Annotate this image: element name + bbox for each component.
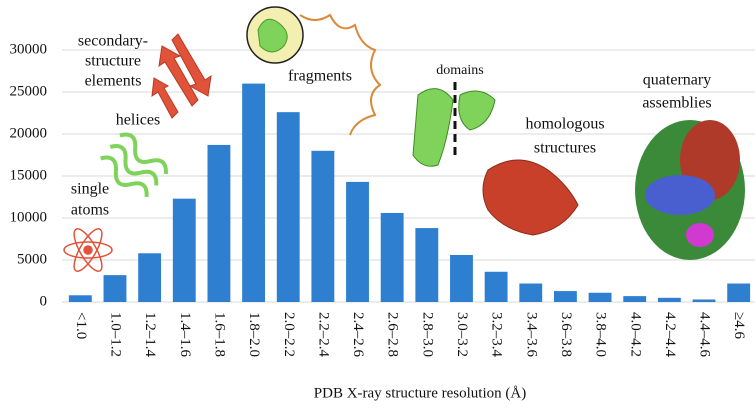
- x-tick-label: 3.6–3.8: [558, 312, 574, 357]
- bar: [138, 253, 162, 302]
- bar: [346, 181, 369, 302]
- bar: [242, 83, 266, 302]
- x-tick-label: <1.0: [73, 312, 89, 339]
- annotation: domains: [436, 63, 483, 78]
- x-tick-label: 2.8–3.0: [419, 312, 435, 357]
- x-tick-label: 2.6–2.8: [385, 312, 401, 357]
- x-tick-label: 4.4–4.6: [697, 312, 713, 358]
- x-tick-label: 4.2–4.4: [662, 312, 678, 358]
- x-tick-label: ≥4.6: [731, 312, 747, 339]
- bar: [727, 283, 751, 302]
- x-tick-label: 1.2–1.4: [142, 312, 158, 358]
- x-tick-label: 4.0–4.2: [627, 312, 643, 357]
- bar: [207, 144, 231, 302]
- illustrations: [63, 6, 745, 272]
- x-tick-label: 2.2–2.4: [315, 312, 331, 358]
- x-tick-label: 3.2–3.4: [489, 312, 505, 358]
- fragment-icon: [246, 6, 382, 136]
- atom-icon: [63, 228, 113, 272]
- bar: [657, 297, 681, 302]
- bar: [380, 212, 404, 302]
- bar: [415, 228, 439, 302]
- beta-strands-icon: [151, 33, 212, 119]
- x-tick-label: 1.4–1.6: [177, 312, 193, 358]
- plot: 0 5000 10000 15000 20000 25000 30000 <1.0 1.0–1.…: [10, 41, 755, 358]
- annotation: structure: [85, 53, 141, 70]
- bar: [588, 292, 612, 302]
- bar: [172, 198, 196, 302]
- bar: [519, 283, 543, 302]
- x-tick-label: 1.0–1.2: [108, 312, 124, 357]
- domains-icon: [412, 82, 496, 167]
- annotation: assemblies: [642, 95, 711, 112]
- bar: [553, 291, 577, 302]
- bar: [450, 254, 473, 302]
- annotation: atoms: [71, 202, 109, 219]
- annotation: secondary-: [78, 33, 148, 50]
- annotation: fragments: [288, 68, 352, 85]
- x-axis-title: PDB X-ray structure resolution (Å): [314, 385, 526, 401]
- bar: [68, 295, 92, 302]
- x-tick-label: 1.8–2.0: [246, 312, 262, 357]
- bar: [484, 271, 508, 302]
- bar: [692, 299, 716, 302]
- bar: [103, 275, 127, 302]
- y-tick-label: 5000: [17, 251, 47, 267]
- y-tick-label: 10000: [10, 209, 48, 225]
- bar: [276, 112, 300, 302]
- x-tick-label: 2.4–2.6: [350, 312, 366, 358]
- x-tick-label: 3.4–3.6: [523, 312, 539, 358]
- x-tick-label: 3.8–4.0: [593, 312, 609, 357]
- y-tick-label: 20000: [10, 125, 48, 141]
- annotation: homologous: [525, 116, 604, 133]
- bar: [623, 296, 647, 302]
- helix-icon: [100, 132, 168, 198]
- x-tick-label: 3.0–3.2: [454, 312, 470, 357]
- x-tick-label: 1.6–1.8: [211, 312, 227, 357]
- annotation: helices: [116, 112, 160, 129]
- y-tick-label: 0: [40, 293, 48, 309]
- x-tick-label: 2.0–2.2: [281, 312, 297, 357]
- y-tick-label: 25000: [10, 83, 48, 99]
- quaternary-icon: [635, 120, 745, 260]
- annotation: single: [71, 181, 109, 198]
- homologous-icon: [482, 159, 579, 236]
- annotation: elements: [85, 73, 142, 90]
- annotation: structures: [534, 140, 596, 157]
- y-tick-label: 15000: [10, 167, 48, 183]
- y-tick-label: 30000: [10, 41, 48, 57]
- bar: [311, 150, 335, 302]
- annotation: quaternary: [643, 72, 711, 89]
